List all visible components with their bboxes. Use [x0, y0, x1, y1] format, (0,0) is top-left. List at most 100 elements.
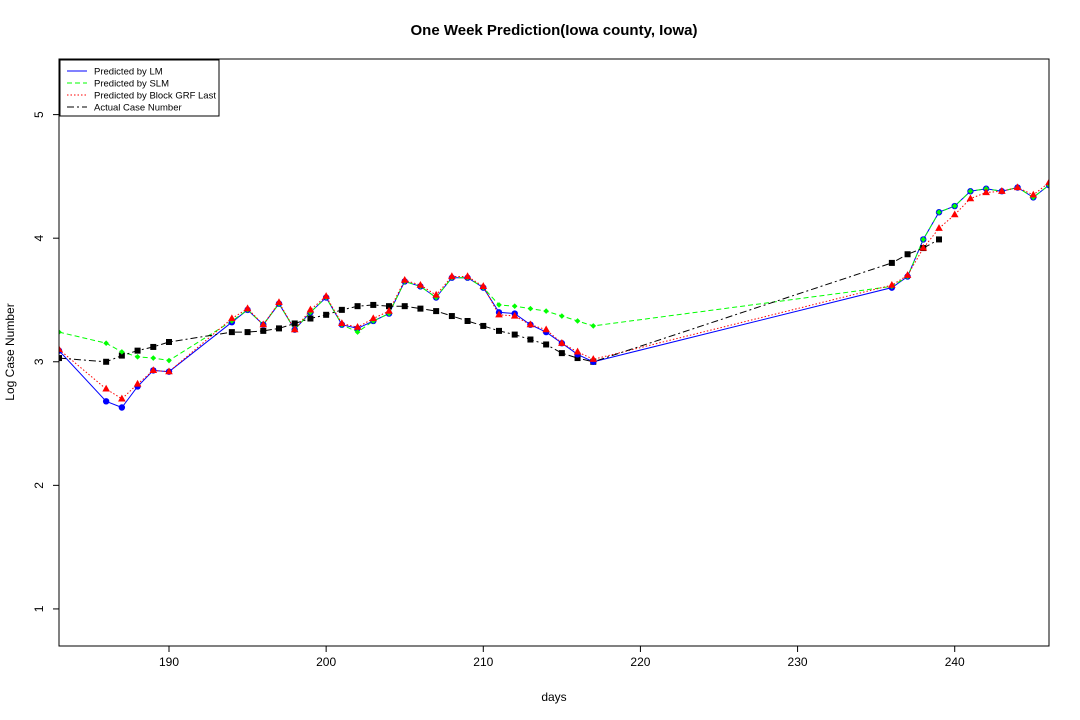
data-point-square	[276, 325, 282, 332]
data-point-diamond	[496, 302, 502, 308]
data-point-diamond	[59, 329, 62, 335]
y-tick-label: 4	[32, 235, 46, 242]
data-point-triangle	[1045, 178, 1049, 186]
axes: 190 200 210 220 230 240 1 2 3 4 5	[32, 111, 965, 669]
legend-label: Predicted by Block GRF Last	[94, 91, 216, 102]
data-point-triangle	[275, 298, 283, 306]
data-point-square	[260, 327, 267, 334]
data-point-triangle	[118, 394, 126, 402]
data-point-triangle	[416, 280, 425, 288]
data-point-square	[496, 327, 502, 334]
data-point-square	[558, 350, 565, 357]
data-point-triangle	[888, 280, 896, 288]
data-point-triangle	[338, 319, 346, 327]
data-point-diamond	[166, 357, 172, 364]
data-point-triangle	[542, 325, 550, 333]
x-tick-label: 230	[788, 655, 808, 669]
data-point-square	[464, 317, 471, 324]
data-point-triangle	[290, 325, 299, 333]
data-point-triangle	[448, 272, 456, 280]
data-point-square	[574, 355, 581, 362]
x-tick-label: 210	[473, 655, 493, 669]
y-tick-label: 1	[32, 605, 46, 612]
data-point-diamond	[527, 305, 534, 312]
plot-area	[59, 178, 1049, 411]
chart-title: One Week Prediction(Iowa county, Iowa)	[411, 22, 698, 39]
data-point-triangle	[149, 366, 158, 374]
data-point-square	[511, 331, 518, 338]
data-point-triangle	[432, 290, 440, 298]
data-point-triangle	[463, 272, 472, 280]
data-point-square	[150, 343, 157, 350]
data-point-triangle	[369, 314, 378, 322]
data-point-triangle	[322, 292, 330, 299]
y-axis-label: Log Case Number	[3, 303, 17, 400]
data-point-diamond	[543, 308, 549, 314]
data-point-diamond	[936, 209, 942, 216]
data-point-triangle	[903, 271, 912, 278]
data-point-square	[433, 308, 440, 315]
data-point-diamond	[590, 323, 597, 329]
x-tick-label: 190	[159, 655, 179, 669]
x-tick-label: 200	[316, 655, 336, 669]
y-tick-label: 2	[32, 482, 46, 489]
data-point-diamond	[354, 329, 361, 335]
y-tick-label: 5	[32, 111, 46, 118]
data-point-diamond	[103, 340, 109, 347]
data-point-triangle	[243, 304, 252, 312]
data-point-triangle	[919, 243, 928, 251]
data-point-square	[370, 301, 377, 308]
data-point-triangle	[133, 379, 142, 387]
series-line-2	[59, 182, 1049, 400]
legend-label: Actual Case Number	[94, 103, 182, 114]
data-point-triangle	[950, 210, 959, 218]
data-point-square	[888, 259, 895, 266]
data-point-diamond	[951, 203, 958, 209]
data-point-triangle	[589, 355, 598, 362]
data-point-square	[244, 329, 251, 336]
data-point-square	[323, 311, 330, 318]
data-point-square	[480, 322, 487, 329]
data-point-square	[338, 306, 345, 313]
data-point-square	[118, 352, 125, 359]
data-point-square	[307, 315, 314, 322]
data-point-triangle	[558, 339, 566, 346]
data-point-triangle	[966, 194, 975, 202]
series-line-1	[59, 184, 1049, 362]
data-point-square	[417, 305, 424, 312]
data-point-diamond	[574, 318, 581, 324]
data-point-square	[401, 303, 408, 310]
data-point-triangle	[385, 306, 393, 314]
data-point-triangle	[102, 384, 110, 392]
data-point-triangle	[1029, 190, 1038, 198]
data-point-diamond	[150, 355, 157, 361]
data-point-triangle	[495, 310, 503, 318]
legend-label: Predicted by LM	[94, 67, 163, 78]
data-point-square	[543, 341, 550, 348]
data-point-triangle	[1013, 183, 1022, 191]
series-line-3	[59, 238, 940, 363]
data-point-diamond	[559, 313, 565, 319]
data-point-triangle	[165, 367, 173, 375]
data-point-triangle	[353, 322, 362, 330]
data-point-diamond	[920, 236, 927, 243]
x-tick-label: 240	[945, 655, 965, 669]
data-point-triangle	[526, 320, 535, 328]
x-tick-label: 220	[630, 655, 650, 669]
data-point-triangle	[479, 282, 488, 289]
plot-frame	[58, 58, 1050, 647]
data-point-diamond	[511, 303, 518, 309]
y-tick-label: 3	[32, 358, 46, 365]
data-point-triangle	[573, 347, 582, 355]
data-point-triangle	[306, 305, 315, 313]
data-point-triangle	[935, 224, 943, 231]
data-point-square	[386, 303, 392, 310]
data-point-triangle	[510, 311, 519, 319]
data-point-square	[103, 358, 110, 365]
data-point-square	[448, 313, 455, 320]
data-point-circle	[102, 398, 110, 405]
data-point-triangle	[400, 276, 409, 283]
data-point-circle	[118, 404, 126, 411]
